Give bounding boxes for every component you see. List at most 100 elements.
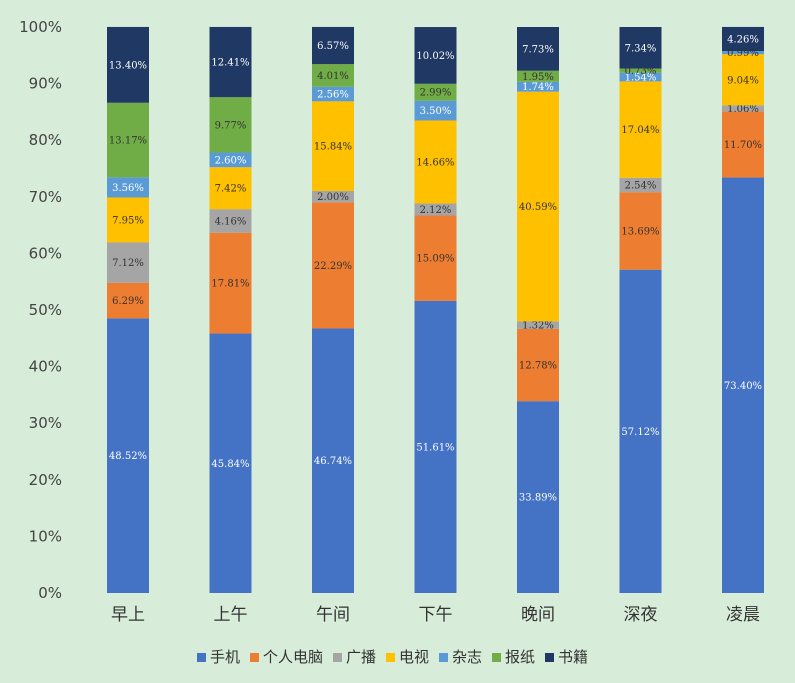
bar-segment	[619, 27, 662, 69]
data-label: 7.42%	[215, 184, 247, 195]
bar-segment	[107, 282, 149, 319]
x-tick-label: 晚间	[521, 605, 555, 625]
data-label: 0.99%	[727, 48, 759, 59]
data-label: 17.04%	[621, 125, 659, 136]
bar-segment	[619, 269, 662, 593]
x-tick-label: 深夜	[624, 605, 658, 625]
data-label: 17.81%	[211, 279, 249, 290]
bar-segment	[312, 190, 354, 203]
bar-segment	[722, 54, 764, 106]
bar-segment	[619, 81, 662, 178]
legend-label: 报纸	[505, 648, 535, 666]
data-label: 7.12%	[112, 258, 144, 269]
legend-label: 广播	[346, 648, 376, 666]
bar-segment	[517, 401, 559, 593]
legend-swatch	[386, 653, 395, 662]
data-label: 1.74%	[522, 82, 554, 93]
data-label: 4.16%	[215, 216, 247, 227]
bar-segment	[107, 26, 149, 103]
x-tick-label: 凌晨	[726, 605, 760, 625]
bar-segment	[209, 167, 252, 210]
legend-label: 手机	[210, 648, 240, 666]
x-tick-label: 午间	[316, 605, 350, 625]
y-tick-label: 70%	[29, 188, 62, 206]
data-label: 7.73%	[522, 44, 554, 55]
legend-label: 书籍	[558, 648, 588, 666]
x-tick-label: 上午	[214, 605, 248, 625]
bar-segment	[107, 242, 149, 283]
data-label: 2.56%	[317, 90, 349, 101]
y-tick-label: 90%	[29, 75, 62, 93]
data-label: 45.84%	[211, 459, 249, 470]
data-label: 11.70%	[724, 140, 762, 151]
bar-segment	[517, 91, 559, 322]
data-label: 14.66%	[416, 157, 454, 168]
bar-segment	[312, 64, 354, 87]
bar-segment	[312, 101, 354, 191]
data-label: 1.32%	[522, 321, 554, 332]
bar-segment	[517, 27, 559, 71]
data-label: 6.29%	[112, 296, 144, 307]
bar-segment	[414, 215, 457, 301]
y-axis: 0% 10% 20% 30% 40% 50% 60% 70% 80% 90% 100%	[19, 18, 62, 602]
bar-segment	[722, 26, 764, 52]
data-label: 40.59%	[519, 202, 557, 213]
data-label: 9.04%	[727, 75, 759, 86]
data-label: 2.54%	[625, 181, 657, 192]
bar-segment	[209, 97, 252, 153]
bar-segment	[414, 27, 457, 84]
data-label: 4.01%	[317, 71, 349, 82]
data-label: 3.56%	[112, 183, 144, 194]
bar-segment	[312, 202, 354, 329]
data-label: 10.02%	[416, 51, 454, 62]
legend: 手机 个人电脑 广播 电视 杂志 报纸 书籍	[197, 648, 588, 666]
legend-swatch	[439, 653, 448, 662]
bar-segment	[209, 333, 252, 593]
y-tick-label: 30%	[29, 414, 62, 432]
legend-swatch	[492, 653, 501, 662]
y-tick-label: 20%	[29, 471, 62, 489]
data-label: 9.77%	[215, 120, 247, 131]
x-tick-label: 早上	[111, 605, 145, 625]
legend-swatch	[333, 653, 342, 662]
data-label: 1.95%	[522, 72, 554, 83]
bar-segment	[517, 321, 559, 329]
bar-segment	[517, 70, 559, 82]
bar-segment	[414, 83, 457, 101]
data-label: 2.12%	[420, 205, 452, 216]
y-tick-label: 100%	[19, 18, 62, 36]
bar-segment	[107, 177, 149, 198]
x-axis: 早上 上午 午间 下午 晚间 深夜 凌晨	[111, 605, 760, 625]
data-label: 46.74%	[314, 456, 352, 467]
data-label: 2.60%	[215, 155, 247, 166]
bar-segment	[209, 232, 252, 334]
bar-segment	[312, 26, 354, 65]
y-tick-label: 10%	[29, 527, 62, 545]
data-label: 1.54%	[625, 73, 657, 84]
bar-segment	[722, 51, 764, 55]
data-label: 13.69%	[621, 226, 659, 237]
bar-segment	[414, 203, 457, 216]
data-label: 6.57%	[317, 41, 349, 52]
bar-segment	[312, 328, 354, 593]
bar-segment	[517, 328, 559, 402]
bar-segment	[722, 177, 764, 593]
bar-segment	[312, 86, 354, 102]
data-label: 22.29%	[314, 261, 352, 272]
data-label: 2.99%	[420, 88, 452, 99]
data-label: 1.06%	[727, 104, 759, 115]
data-label: 7.95%	[112, 215, 144, 226]
bars-area: 48.52% 6.29% 7.12% 7.95% 3.56% 13.17% 13.40% 45…	[107, 26, 764, 593]
data-label: 33.89%	[519, 493, 557, 504]
bar-segment	[722, 105, 764, 112]
data-label: 51.61%	[416, 442, 454, 453]
legend-swatch	[197, 653, 206, 662]
data-label: 57.12%	[621, 427, 659, 438]
bar-segment	[414, 100, 457, 121]
data-label: 2.00%	[317, 192, 349, 203]
data-label: 73.40%	[724, 381, 762, 392]
bar-segment	[209, 26, 252, 98]
data-label: 15.09%	[416, 254, 454, 265]
data-label: 48.52%	[109, 451, 147, 462]
